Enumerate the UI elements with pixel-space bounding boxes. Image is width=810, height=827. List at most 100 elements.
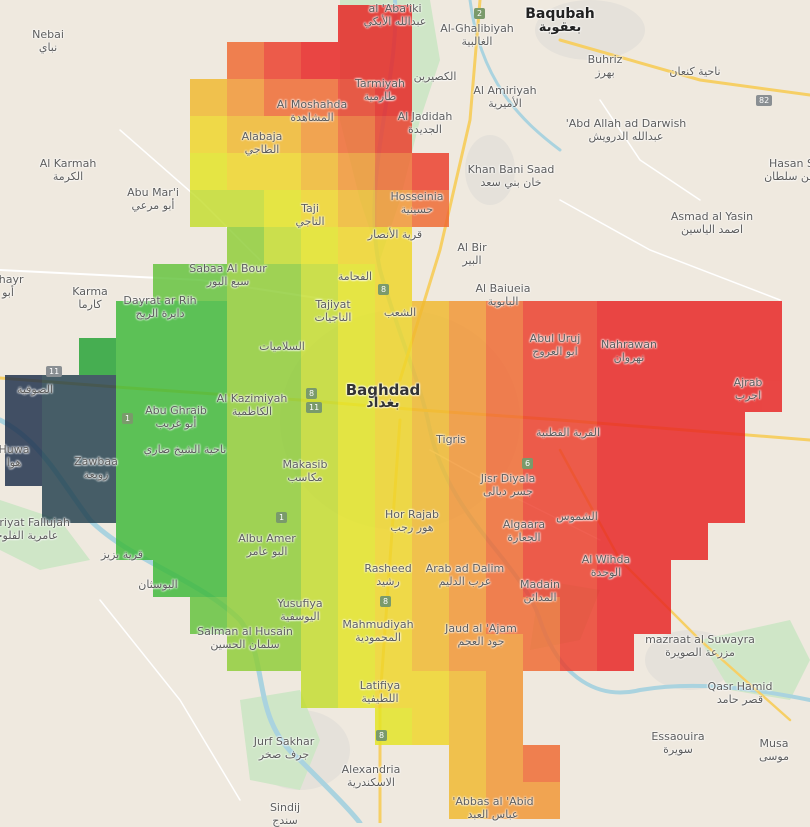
- place-label-alkaseerin[interactable]: الكصيرين: [414, 70, 457, 83]
- heatmap-cell: [227, 338, 264, 375]
- place-name-en: Jurf Sakhar: [253, 735, 315, 748]
- heatmap-cell: [227, 486, 264, 523]
- place-label-nebai[interactable]: Nebai نباي: [32, 28, 64, 54]
- place-label-makasib[interactable]: Makasib مكاسب: [283, 458, 328, 484]
- place-name-ar: أبو مرعي: [131, 199, 175, 212]
- place-name-en: Hor Rajab: [385, 508, 439, 521]
- place-label-alkazimiyah[interactable]: Al Kazimiyah الكاظمية: [217, 392, 288, 418]
- place-label-musa[interactable]: Musa موسى: [759, 737, 789, 763]
- place-name-ar: المدائن: [523, 591, 557, 604]
- place-name-en: Al Baiueia: [475, 282, 531, 295]
- place-label-hosseinia[interactable]: Hosseinia حسينية: [390, 190, 443, 216]
- route-shield: 8: [376, 730, 388, 741]
- place-label-sindij[interactable]: Sindij سندج: [270, 801, 300, 827]
- place-name-ar: البابوية: [487, 295, 519, 308]
- place-label-alshamus[interactable]: الشموس: [556, 510, 598, 523]
- place-label-albir[interactable]: Al Bir البير: [457, 241, 486, 267]
- place-label-aljadidah[interactable]: Al Jadidah الجديدة: [398, 110, 453, 136]
- place-name-ar: موسى: [759, 750, 789, 763]
- place-name-en: mazraat al Suwayra: [645, 633, 755, 646]
- place-label-baqubah[interactable]: Baqubah بعقوبة: [525, 7, 595, 34]
- place-label-arabaddalim[interactable]: Arab ad Dalim عرب الدليم: [426, 562, 505, 588]
- place-label-latifiya[interactable]: Latifiya اللطيفية: [360, 679, 400, 705]
- place-label-horrajab[interactable]: Hor Rajab هور رجب: [385, 508, 439, 534]
- place-label-alkarmah[interactable]: Al Karmah الكرمة: [40, 157, 97, 183]
- place-label-hasansu[interactable]: Hasan Suحسن سلطان: [764, 157, 810, 183]
- place-label-kanaan[interactable]: ناحية كنعان: [669, 65, 720, 78]
- place-label-fallujah_s[interactable]: الصوفية: [17, 383, 53, 396]
- heatmap-cell: [190, 116, 227, 153]
- heatmap-cell: [338, 227, 375, 264]
- place-name-ar: اجرب: [734, 389, 762, 402]
- place-label-khanbanisaad[interactable]: Khan Bani Saad خان بني سعد: [468, 163, 555, 189]
- place-name-ar: قرية الأنصار: [367, 228, 423, 241]
- place-label-khayr[interactable]: khayrأبو: [0, 273, 24, 299]
- place-label-karma[interactable]: Karma كارما: [72, 285, 108, 311]
- place-label-jaudalajam[interactable]: Jaud al 'Ajam جود العجم: [445, 622, 517, 648]
- place-label-albusitan[interactable]: البوسثان: [138, 578, 177, 591]
- place-label-madain[interactable]: Madain المدائن: [520, 578, 560, 604]
- place-label-essaouira[interactable]: Essaouira سويرة: [651, 730, 704, 756]
- place-label-alghalibiyah[interactable]: Al-Ghalibiyah الغالبية: [440, 22, 514, 48]
- place-label-nahrawan[interactable]: Nahrawan نهروان: [601, 338, 657, 364]
- heatmap-cell: [5, 449, 42, 486]
- place-label-abbasalabid[interactable]: 'Abbas al 'Abid عباس العبد: [452, 795, 533, 821]
- place-label-albaiueia[interactable]: Al Baiueia البابوية: [476, 282, 531, 308]
- place-label-alansar[interactable]: قرية الأنصار: [368, 228, 422, 241]
- heatmap-cell: [375, 190, 412, 227]
- place-label-dayrat[interactable]: Dayrat ar Rih دايرة الريح: [123, 294, 196, 320]
- place-label-alfajama[interactable]: الفحامة: [338, 270, 372, 283]
- place-label-zawbaa[interactable]: Zawbaa زوبعة: [74, 455, 118, 481]
- place-label-alabaiki[interactable]: al 'Aba'iki عبدالله الأيكي: [364, 2, 427, 28]
- place-label-alwihda[interactable]: Al Wihda الوحدة: [582, 553, 630, 579]
- route-shield: 8: [306, 388, 318, 399]
- place-name-ar: اصمد الياسين: [680, 223, 744, 236]
- place-label-tigris[interactable]: Tigris: [436, 433, 466, 446]
- place-label-almoshahda[interactable]: Al Moshahda المشاهدة: [277, 98, 347, 124]
- heatmap-cell: [708, 412, 745, 449]
- place-label-ajrab[interactable]: Ajrab اجرب: [734, 376, 763, 402]
- heatmap-cell: [227, 412, 264, 449]
- place-label-taji[interactable]: Taji التاجي: [295, 202, 324, 228]
- place-label-asmad[interactable]: Asmad al Yasin اصمد الياسين: [671, 210, 753, 236]
- place-label-salman[interactable]: Salman al Husain سلمان الحسين: [197, 625, 293, 651]
- place-label-abdallah[interactable]: 'Abd Allah ad Darwish عبدالله الدرويش: [566, 117, 687, 143]
- place-label-sheikh[interactable]: ناحية الشيخ ضاري: [144, 443, 227, 456]
- place-label-tajiyat[interactable]: Tajiyat الناجيات: [315, 298, 352, 324]
- place-label-albuamer[interactable]: Albu Amer البو عامر: [238, 532, 296, 558]
- place-label-qaryabuziz[interactable]: قرية بزيز: [101, 548, 143, 561]
- place-label-mazraat[interactable]: mazraat al Suwayra مزرعة الصويرة: [645, 633, 755, 659]
- place-label-yusufiya[interactable]: Yusufiya اليوسفية: [277, 597, 322, 623]
- heatmap-cell: [745, 301, 782, 338]
- place-label-mahmudiyah[interactable]: Mahmudiyah المحمودية: [342, 618, 413, 644]
- heatmap-cell: [301, 264, 338, 301]
- heatmap-cell: [301, 338, 338, 375]
- place-label-alamiriyah[interactable]: Al Amiriyah الأميرية: [473, 84, 536, 110]
- heatmap-cell: [153, 375, 190, 412]
- place-label-baghdad[interactable]: Baghdad بغداد: [346, 383, 421, 411]
- place-label-alshaab[interactable]: الشعب: [384, 306, 416, 319]
- place-label-buhriz[interactable]: Buhriz بهرز: [588, 53, 623, 79]
- place-label-qaryah[interactable]: القرية القطنية: [536, 426, 600, 439]
- place-label-alsalamiyat[interactable]: السلاميات: [259, 340, 305, 353]
- place-label-algaara[interactable]: Algaara الجعارة: [503, 518, 545, 544]
- heatmap-cell: [79, 375, 116, 412]
- place-name-ar: الغالبية: [461, 35, 493, 48]
- heatmap-cell: [560, 375, 597, 412]
- place-label-jurfsakhar[interactable]: Jurf Sakhar جرف صخر: [254, 735, 314, 761]
- place-label-tarmiyah[interactable]: Tarmiyah طارمية: [355, 77, 405, 103]
- place-label-alabaja[interactable]: Alabaja الطاجي: [242, 130, 283, 156]
- place-label-abumari[interactable]: Abu Mar'i أبو مرعي: [127, 186, 179, 212]
- place-label-abuuruj[interactable]: Abul Uruj ابو العروج: [530, 332, 581, 358]
- place-label-rasheed[interactable]: Rasheed رشيد: [364, 562, 411, 588]
- heatmap-cell: [227, 79, 264, 116]
- place-label-sabaa[interactable]: Sabaa Al Bour سبع البور: [189, 262, 267, 288]
- place-label-alexandria[interactable]: Alexandria الاسكندرية: [342, 763, 401, 789]
- place-label-qasrhamid[interactable]: Qasr Hamid قصر حامد: [708, 680, 773, 706]
- place-label-huwa[interactable]: Huwa هوا: [0, 443, 29, 469]
- place-label-abughraib[interactable]: Abu Ghraib أبو غريب: [145, 404, 207, 430]
- place-label-jisrdiyala[interactable]: Jisr Diyala جسر ديالى: [481, 472, 536, 498]
- place-name-en: Abu Mar'i: [127, 186, 179, 199]
